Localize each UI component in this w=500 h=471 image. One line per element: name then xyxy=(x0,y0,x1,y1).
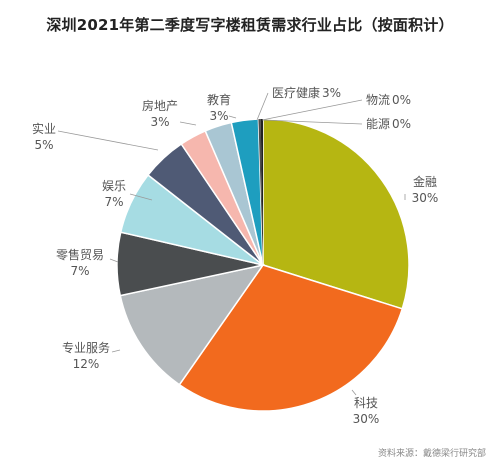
value-label-real-estate: 3% xyxy=(150,115,169,129)
source-note: 资料来源：戴德梁行研究部 xyxy=(377,449,486,459)
value-label-finance: 30% xyxy=(412,191,439,205)
slice-finance xyxy=(262,118,410,310)
label-name-healthcare: 医疗健康 xyxy=(272,85,320,100)
label-education: 教育 xyxy=(207,92,231,107)
leader-line-education xyxy=(228,115,237,119)
label-name-logistics: 物流 xyxy=(366,93,390,107)
leader-line-entertainment xyxy=(129,193,153,201)
leader-line-real-estate xyxy=(179,121,197,126)
value-label-education: 3% xyxy=(209,109,228,123)
label-tech: 科技 xyxy=(354,396,378,410)
leader-line-professional-services xyxy=(111,349,121,353)
leader-line-healthcare xyxy=(256,92,269,121)
value-label-retail-trade: 7% xyxy=(70,264,89,278)
leader-line-retail-trade xyxy=(109,258,119,263)
label-professional-services: 专业服务 xyxy=(62,340,110,355)
value-label-logistics: 0% xyxy=(392,93,411,107)
slice-healthcare xyxy=(230,118,264,266)
label-real-estate: 房地产 xyxy=(142,98,178,113)
label-entertainment: 娱乐 xyxy=(102,179,126,193)
leader-line-industry xyxy=(57,130,159,151)
label-logistics: 物流 0% xyxy=(366,93,411,107)
value-label-energy: 0% xyxy=(392,117,411,131)
slice-logistics xyxy=(258,119,263,266)
slice-professional-services xyxy=(119,263,265,386)
label-healthcare: 医疗健康 3% xyxy=(272,85,341,100)
label-industry: 实业 xyxy=(32,121,56,136)
label-retail-trade: 零售贸易 xyxy=(56,247,104,262)
leader-line-logistics xyxy=(261,99,363,121)
slice-energy xyxy=(260,119,263,265)
label-energy: 能源 0% xyxy=(366,117,411,131)
label-name-energy: 能源 xyxy=(366,117,390,131)
value-label-healthcare: 3% xyxy=(322,86,341,100)
leader-line-tech xyxy=(351,389,357,396)
label-finance: 金融 xyxy=(413,174,437,189)
value-label-professional-services: 12% xyxy=(73,357,100,371)
slice-tech xyxy=(178,264,404,412)
value-label-industry: 5% xyxy=(34,138,53,152)
value-label-entertainment: 7% xyxy=(104,195,123,209)
value-label-tech: 30% xyxy=(353,412,380,426)
chart-title: 深圳2021年第二季度写字楼租赁需求行业占比（按面积计） xyxy=(46,16,454,34)
leader-line-energy xyxy=(262,119,363,125)
